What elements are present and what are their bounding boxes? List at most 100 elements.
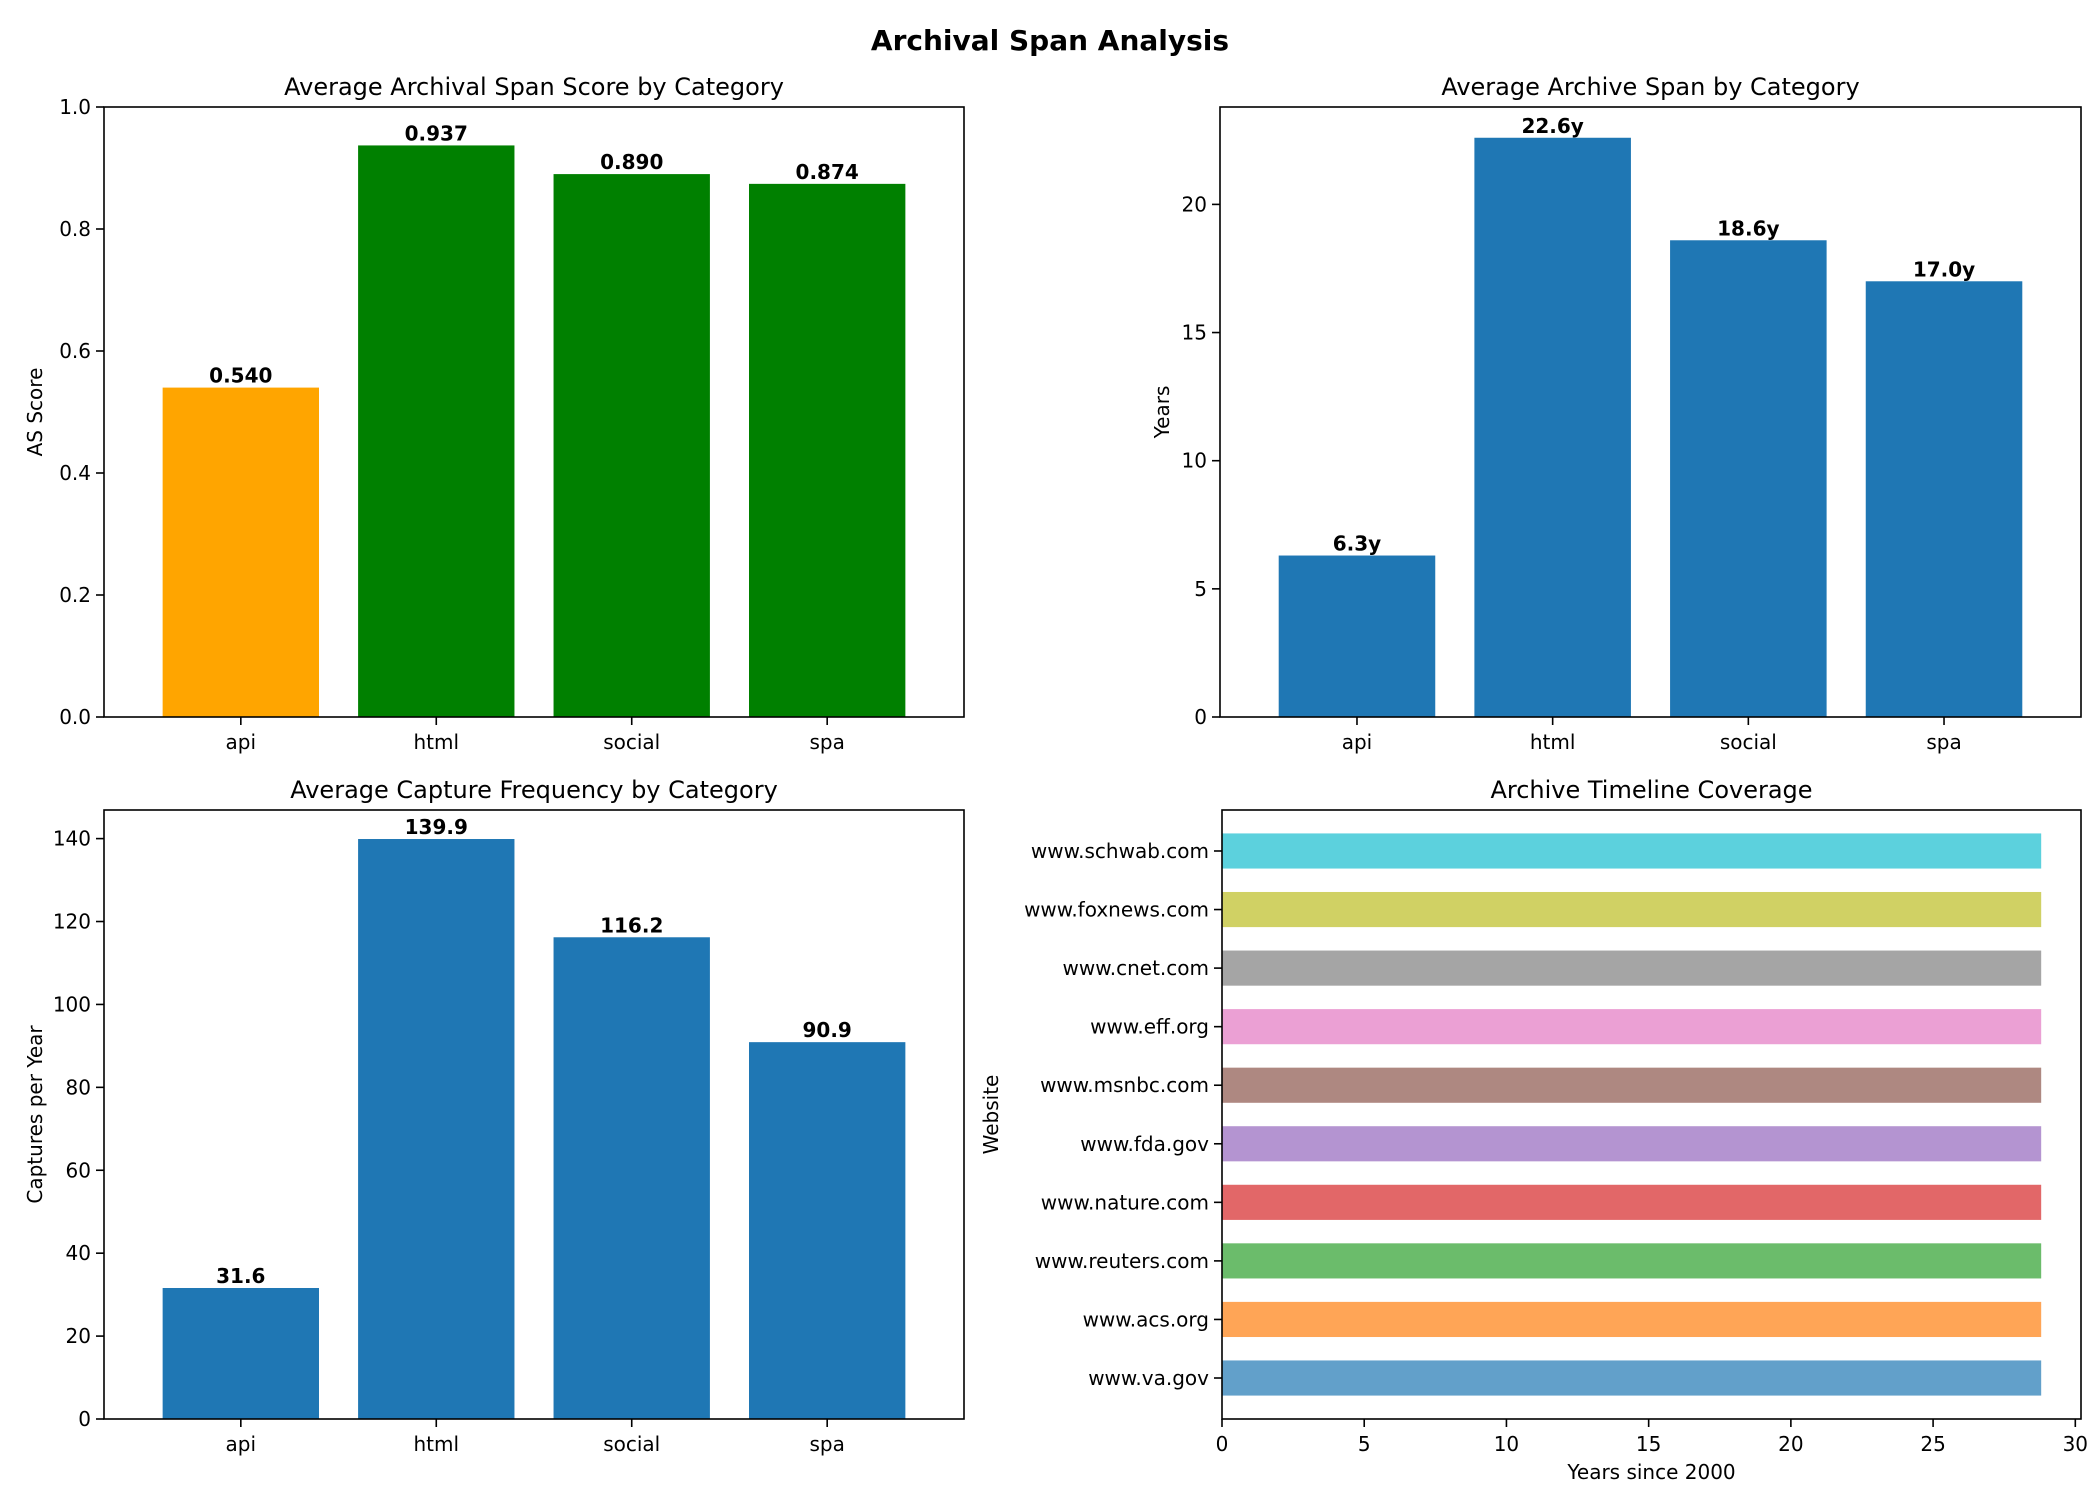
bar-spa	[749, 1042, 906, 1419]
y-tick-label: 0	[78, 1407, 91, 1431]
x-tick-label: 5	[1358, 1432, 1371, 1456]
x-tick-label: 10	[1494, 1432, 1519, 1456]
y-tick-label: 1.0	[59, 95, 91, 119]
y-tick-label: 0	[1194, 705, 1207, 729]
timeline-bar-www.cnet.com	[1222, 950, 2042, 986]
y-tick-label: 10	[1182, 449, 1207, 473]
bar-spa	[1865, 281, 2023, 717]
y-tick-label: www.foxnews.com	[1024, 898, 1209, 922]
y-tick-label: 80	[66, 1075, 91, 1099]
x-tick-label: api	[226, 1432, 257, 1456]
y-axis-label: Captures per Year	[23, 1025, 47, 1204]
timeline-bar-www.reuters.com	[1222, 1243, 2042, 1279]
y-tick-label: 60	[66, 1158, 91, 1182]
bar-value-label: 6.3y	[1333, 532, 1381, 556]
bar-value-label: 90.9	[803, 1018, 852, 1042]
timeline-bar-www.foxnews.com	[1222, 891, 2042, 928]
y-tick-label: 40	[66, 1241, 91, 1265]
bar-html	[358, 839, 515, 1419]
x-tick-label: html	[413, 730, 459, 754]
bar-value-label: 17.0y	[1913, 257, 1975, 281]
chart-title: Average Capture Frequency by Category	[290, 776, 778, 804]
y-tick-label: www.msnbc.com	[1040, 1073, 1209, 1097]
bar-value-label: 139.9	[405, 815, 468, 839]
timeline-bar-www.msnbc.com	[1222, 1067, 2042, 1103]
x-tick-label: html	[1530, 730, 1576, 754]
x-tick-label: spa	[809, 1432, 844, 1456]
y-tick-label: 0.2	[59, 583, 91, 607]
timeline-bar-www.eff.org	[1222, 1009, 2042, 1045]
bar-social	[1670, 240, 1827, 717]
axes-frame	[1221, 809, 2082, 1420]
x-tick-label: 25	[1920, 1432, 1945, 1456]
y-tick-label: 20	[66, 1324, 91, 1348]
bar-html	[358, 145, 515, 717]
y-tick-label: 0.0	[59, 705, 91, 729]
y-tick-label: www.nature.com	[1041, 1190, 1209, 1214]
y-tick-label: www.cnet.com	[1063, 956, 1209, 980]
y-tick-label: 140	[53, 827, 91, 851]
y-tick-label: www.fda.gov	[1080, 1132, 1209, 1156]
bar-value-label: 18.6y	[1717, 216, 1779, 240]
y-tick-label: www.schwab.com	[1031, 839, 1209, 863]
y-tick-label: 0.8	[59, 217, 91, 241]
chart-title: Average Archive Span by Category	[1441, 73, 1859, 101]
y-tick-label: www.reuters.com	[1035, 1249, 1209, 1273]
y-axis-label: AS Score	[23, 368, 47, 457]
chart-title: Archive Timeline Coverage	[1490, 776, 1812, 804]
timeline-chart: www.va.gov www.acs.org www.reuters.com www.…	[979, 776, 2088, 1484]
bar-value-label: 31.6	[216, 1264, 265, 1288]
x-tick-label: social	[1720, 730, 1777, 754]
x-tick-label: api	[1342, 730, 1373, 754]
bar-value-label: 116.2	[600, 913, 663, 937]
x-tick-label: 20	[1778, 1432, 1803, 1456]
y-tick-label: 5	[1194, 577, 1207, 601]
span-chart: 6.3y 22.6y 18.6y 17.0y api html social spa 0 5 10 1…	[1150, 73, 2082, 754]
bar-api	[1278, 555, 1436, 717]
bar-spa	[749, 183, 906, 718]
bar-api	[162, 1287, 319, 1419]
x-tick-label: 15	[1636, 1432, 1661, 1456]
y-tick-label: www.eff.org	[1090, 1015, 1209, 1039]
x-tick-label: social	[603, 1432, 660, 1456]
timeline-bar-www.va.gov	[1222, 1360, 2042, 1396]
x-tick-label: 30	[2063, 1432, 2088, 1456]
timeline-bar-www.acs.org	[1222, 1301, 2042, 1338]
bar-value-label: 0.937	[405, 121, 468, 145]
bar-social	[553, 174, 710, 718]
x-tick-label: api	[226, 730, 257, 754]
bar-value-label: 0.890	[600, 150, 663, 174]
timeline-bar-www.schwab.com	[1222, 833, 2042, 869]
frequency-chart: 31.6 139.9 116.2 90.9 api html social spa 0 20 40 6…	[23, 776, 965, 1456]
y-tick-label: 0.6	[59, 339, 91, 363]
axes-frame	[1219, 106, 2082, 718]
bar-value-label: 0.540	[209, 364, 272, 388]
y-tick-label: 100	[53, 992, 91, 1016]
timeline-bar-www.fda.gov	[1222, 1126, 2042, 1162]
score-chart: 0.540 0.937 0.890 0.874 api html social spa 0.0 0…	[23, 73, 965, 754]
x-tick-label: spa	[1926, 730, 1961, 754]
x-tick-label: html	[413, 1432, 459, 1456]
x-axis-label: Years since 2000	[1566, 1460, 1735, 1484]
bar-value-label: 0.874	[796, 160, 859, 184]
bar-social	[553, 937, 710, 1419]
bar-html	[1474, 137, 1631, 718]
y-tick-label: 15	[1182, 321, 1207, 345]
axes-frame	[103, 809, 965, 1420]
y-axis-label: Website	[979, 1075, 1003, 1155]
bar-api	[162, 387, 319, 717]
x-tick-label: spa	[809, 730, 844, 754]
figure-title: Archival Span Analysis	[871, 24, 1229, 57]
y-tick-label: 20	[1182, 192, 1207, 216]
y-tick-label: www.va.gov	[1088, 1366, 1209, 1390]
x-tick-label: social	[603, 730, 660, 754]
bar-value-label: 22.6y	[1521, 114, 1583, 138]
x-tick-label: 0	[1216, 1432, 1229, 1456]
y-tick-label: www.acs.org	[1083, 1307, 1209, 1331]
y-tick-label: 120	[53, 910, 91, 934]
y-tick-label: 0.4	[59, 461, 91, 485]
axes-frame	[103, 106, 965, 718]
y-axis-label: Years	[1150, 386, 1174, 440]
timeline-bar-www.nature.com	[1222, 1184, 2042, 1220]
